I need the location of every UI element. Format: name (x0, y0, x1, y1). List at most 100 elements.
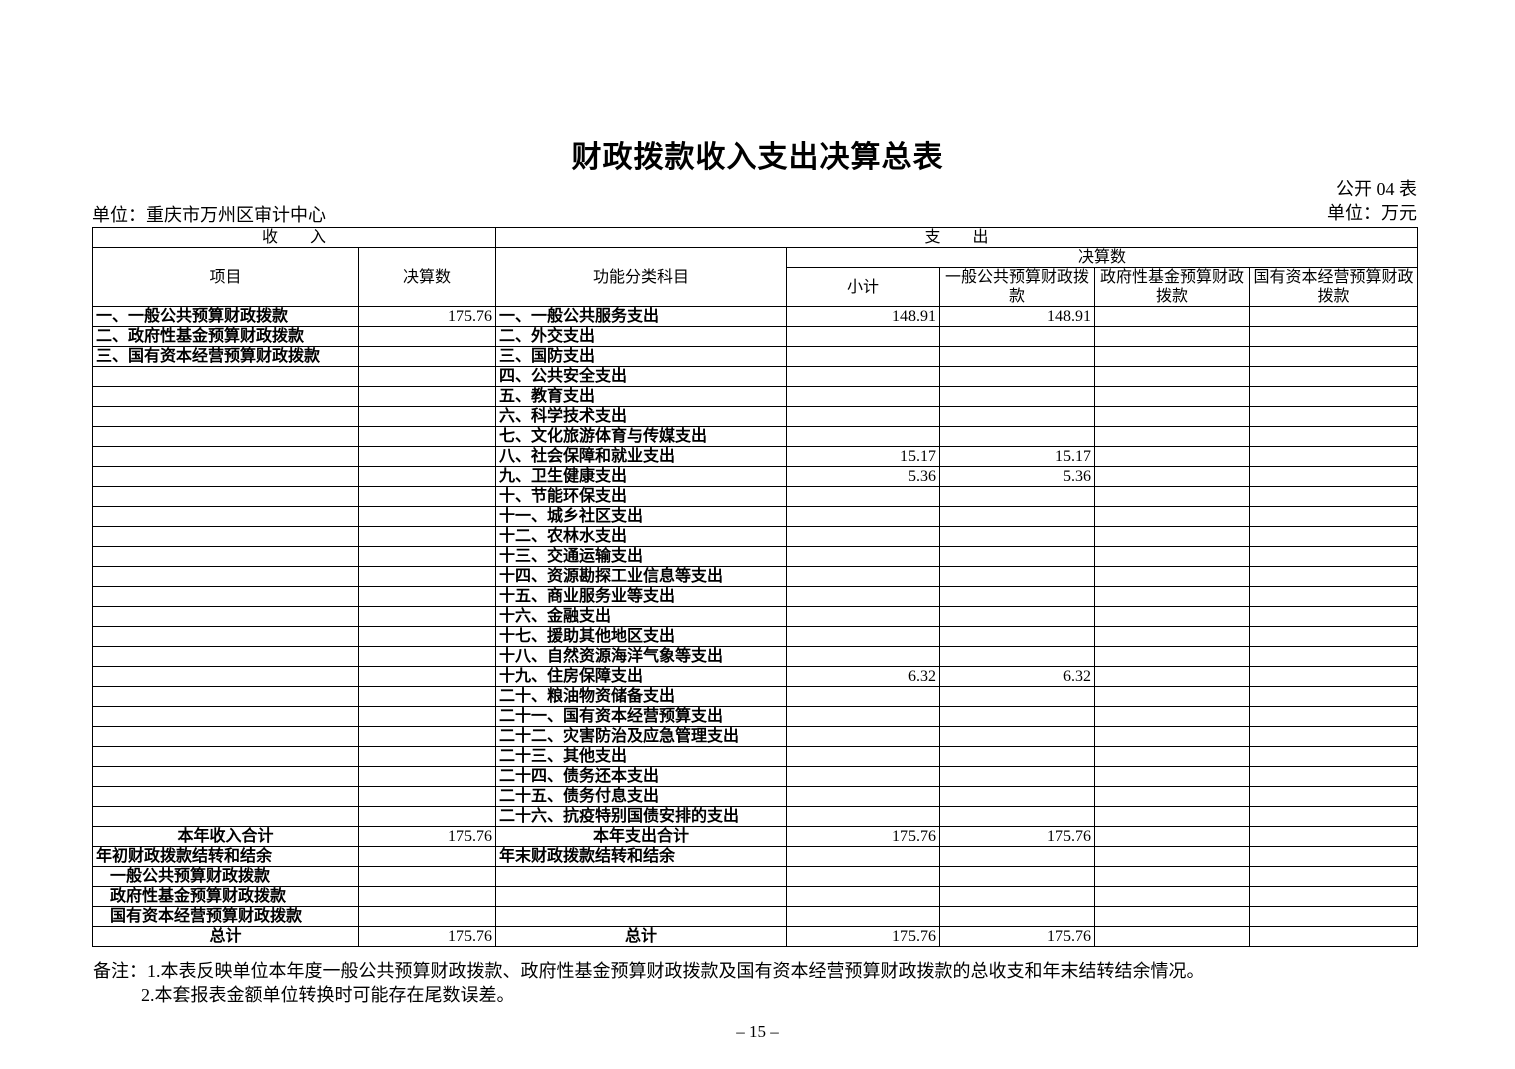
gov-fund-cell (1094, 346, 1251, 367)
subtotal-cell (786, 426, 941, 447)
income-item-cell: 三、国有资本经营预算财政拨款 (92, 346, 359, 367)
subtotal-cell (786, 786, 941, 807)
gov-fund-cell (1094, 686, 1251, 707)
table-header: 收 入 支 出 项目 决算数 功能分类科目 决算数 小计 一般公共预算财政拨款 … (91, 227, 1419, 307)
expense-item-cell (495, 906, 788, 927)
general-budget-cell (939, 866, 1096, 887)
expense-item-cell: 十七、援助其他地区支出 (495, 626, 788, 647)
expense-item-cell: 二十一、国有资本经营预算支出 (495, 706, 788, 727)
subtotal-cell (786, 706, 941, 727)
state-capital-cell (1249, 706, 1419, 727)
gov-fund-cell (1094, 326, 1251, 347)
col-header-subtotal: 小计 (786, 267, 941, 307)
table-row: 四、公共安全支出 (92, 366, 1419, 387)
subtotal-cell: 5.36 (786, 466, 941, 487)
gov-fund-cell (1094, 866, 1251, 887)
subtotal-cell (786, 586, 941, 607)
table-body: 一、一般公共预算财政拨款 175.76 一、一般公共服务支出 148.91 148.91… (92, 306, 1419, 947)
table-row: 八、社会保障和就业支出 15.17 15.17 (92, 446, 1419, 467)
income-amount-cell (357, 326, 497, 347)
general-budget-cell (939, 706, 1096, 727)
income-item-cell (92, 466, 359, 487)
table-row: 十七、援助其他地区支出 (92, 626, 1419, 647)
gov-fund-cell (1094, 426, 1251, 447)
income-amount-cell: 175.76 (357, 826, 497, 847)
state-capital-cell (1249, 566, 1419, 587)
state-capital-cell (1249, 346, 1419, 367)
income-item-cell (92, 726, 359, 747)
expense-item-cell: 十二、农林水支出 (495, 526, 788, 547)
subtotal-cell (786, 746, 941, 767)
income-item-cell: 二、政府性基金预算财政拨款 (92, 326, 359, 347)
income-amount-cell (357, 786, 497, 807)
table-row: 九、卫生健康支出 5.36 5.36 (92, 466, 1419, 487)
subtotal-cell: 175.76 (786, 826, 941, 847)
income-item-cell (92, 586, 359, 607)
summary-row: 一般公共预算财政拨款 (92, 866, 1419, 887)
income-amount-cell (357, 566, 497, 587)
income-amount-cell (357, 666, 497, 687)
subtotal-cell (786, 486, 941, 507)
expense-item-cell: 二、外交支出 (495, 326, 788, 347)
table-row: 二十一、国有资本经营预算支出 (92, 706, 1419, 727)
expense-item-cell: 二十六、抗疫特别国债安排的支出 (495, 806, 788, 827)
table-row: 十九、住房保障支出 6.32 6.32 (92, 666, 1419, 687)
general-budget-cell: 5.36 (939, 466, 1096, 487)
general-budget-cell: 15.17 (939, 446, 1096, 467)
expense-item-cell: 十五、商业服务业等支出 (495, 586, 788, 607)
income-amount-cell: 175.76 (357, 926, 497, 947)
section-header-row: 收 入 支 出 (91, 227, 1419, 248)
subtotal-cell: 6.32 (786, 666, 941, 687)
gov-fund-cell (1094, 606, 1251, 627)
expense-item-cell: 总计 (495, 926, 788, 947)
summary-row: 总计 175.76 总计 175.76 175.76 (92, 926, 1419, 947)
income-amount-cell (357, 766, 497, 787)
income-amount-cell (357, 446, 497, 467)
expense-item-cell: 年末财政拨款结转和结余 (495, 846, 788, 867)
gov-fund-cell (1094, 846, 1251, 867)
state-capital-cell (1249, 806, 1419, 827)
general-budget-cell (939, 686, 1096, 707)
subtotal-cell (786, 806, 941, 827)
general-budget-cell: 175.76 (939, 826, 1096, 847)
gov-fund-cell (1094, 906, 1251, 927)
table-row: 五、教育支出 (92, 386, 1419, 407)
state-capital-cell (1249, 366, 1419, 387)
gov-fund-cell (1094, 926, 1251, 947)
income-section-header: 收 入 (91, 227, 497, 248)
expense-item-cell: 九、卫生健康支出 (495, 466, 788, 487)
state-capital-cell (1249, 906, 1419, 927)
expense-item-cell: 二十二、灾害防治及应急管理支出 (495, 726, 788, 747)
gov-fund-cell (1094, 306, 1251, 327)
subtotal-cell (786, 546, 941, 567)
page-title: 财政拨款收入支出决算总表 (571, 141, 944, 174)
note-line-2: 2.本套报表金额单位转换时可能存在尾数误差。 (141, 985, 515, 1005)
gov-fund-cell (1094, 886, 1251, 907)
subtotal-cell: 148.91 (786, 306, 941, 327)
income-amount-cell (357, 606, 497, 627)
income-item-cell: 年初财政拨款结转和结余 (92, 846, 359, 867)
general-budget-cell (939, 626, 1096, 647)
state-capital-cell (1249, 606, 1419, 627)
subtotal-cell (786, 646, 941, 667)
income-item-cell (92, 566, 359, 587)
state-capital-cell (1249, 546, 1419, 567)
general-budget-cell (939, 606, 1096, 627)
general-budget-cell (939, 366, 1096, 387)
subtotal-cell (786, 906, 941, 927)
subtotal-cell (786, 366, 941, 387)
note-label: 备注： (93, 961, 147, 981)
form-number: 公开 04 表 (1336, 179, 1417, 199)
table-row: 十三、交通运输支出 (92, 546, 1419, 567)
income-amount-cell (357, 726, 497, 747)
subtotal-cell (786, 406, 941, 427)
gov-fund-cell (1094, 806, 1251, 827)
income-amount-cell (357, 626, 497, 647)
state-capital-cell (1249, 686, 1419, 707)
general-budget-cell (939, 406, 1096, 427)
state-capital-cell (1249, 466, 1419, 487)
general-budget-cell (939, 806, 1096, 827)
income-item-cell: 一般公共预算财政拨款 (92, 866, 359, 887)
state-capital-cell (1249, 506, 1419, 527)
